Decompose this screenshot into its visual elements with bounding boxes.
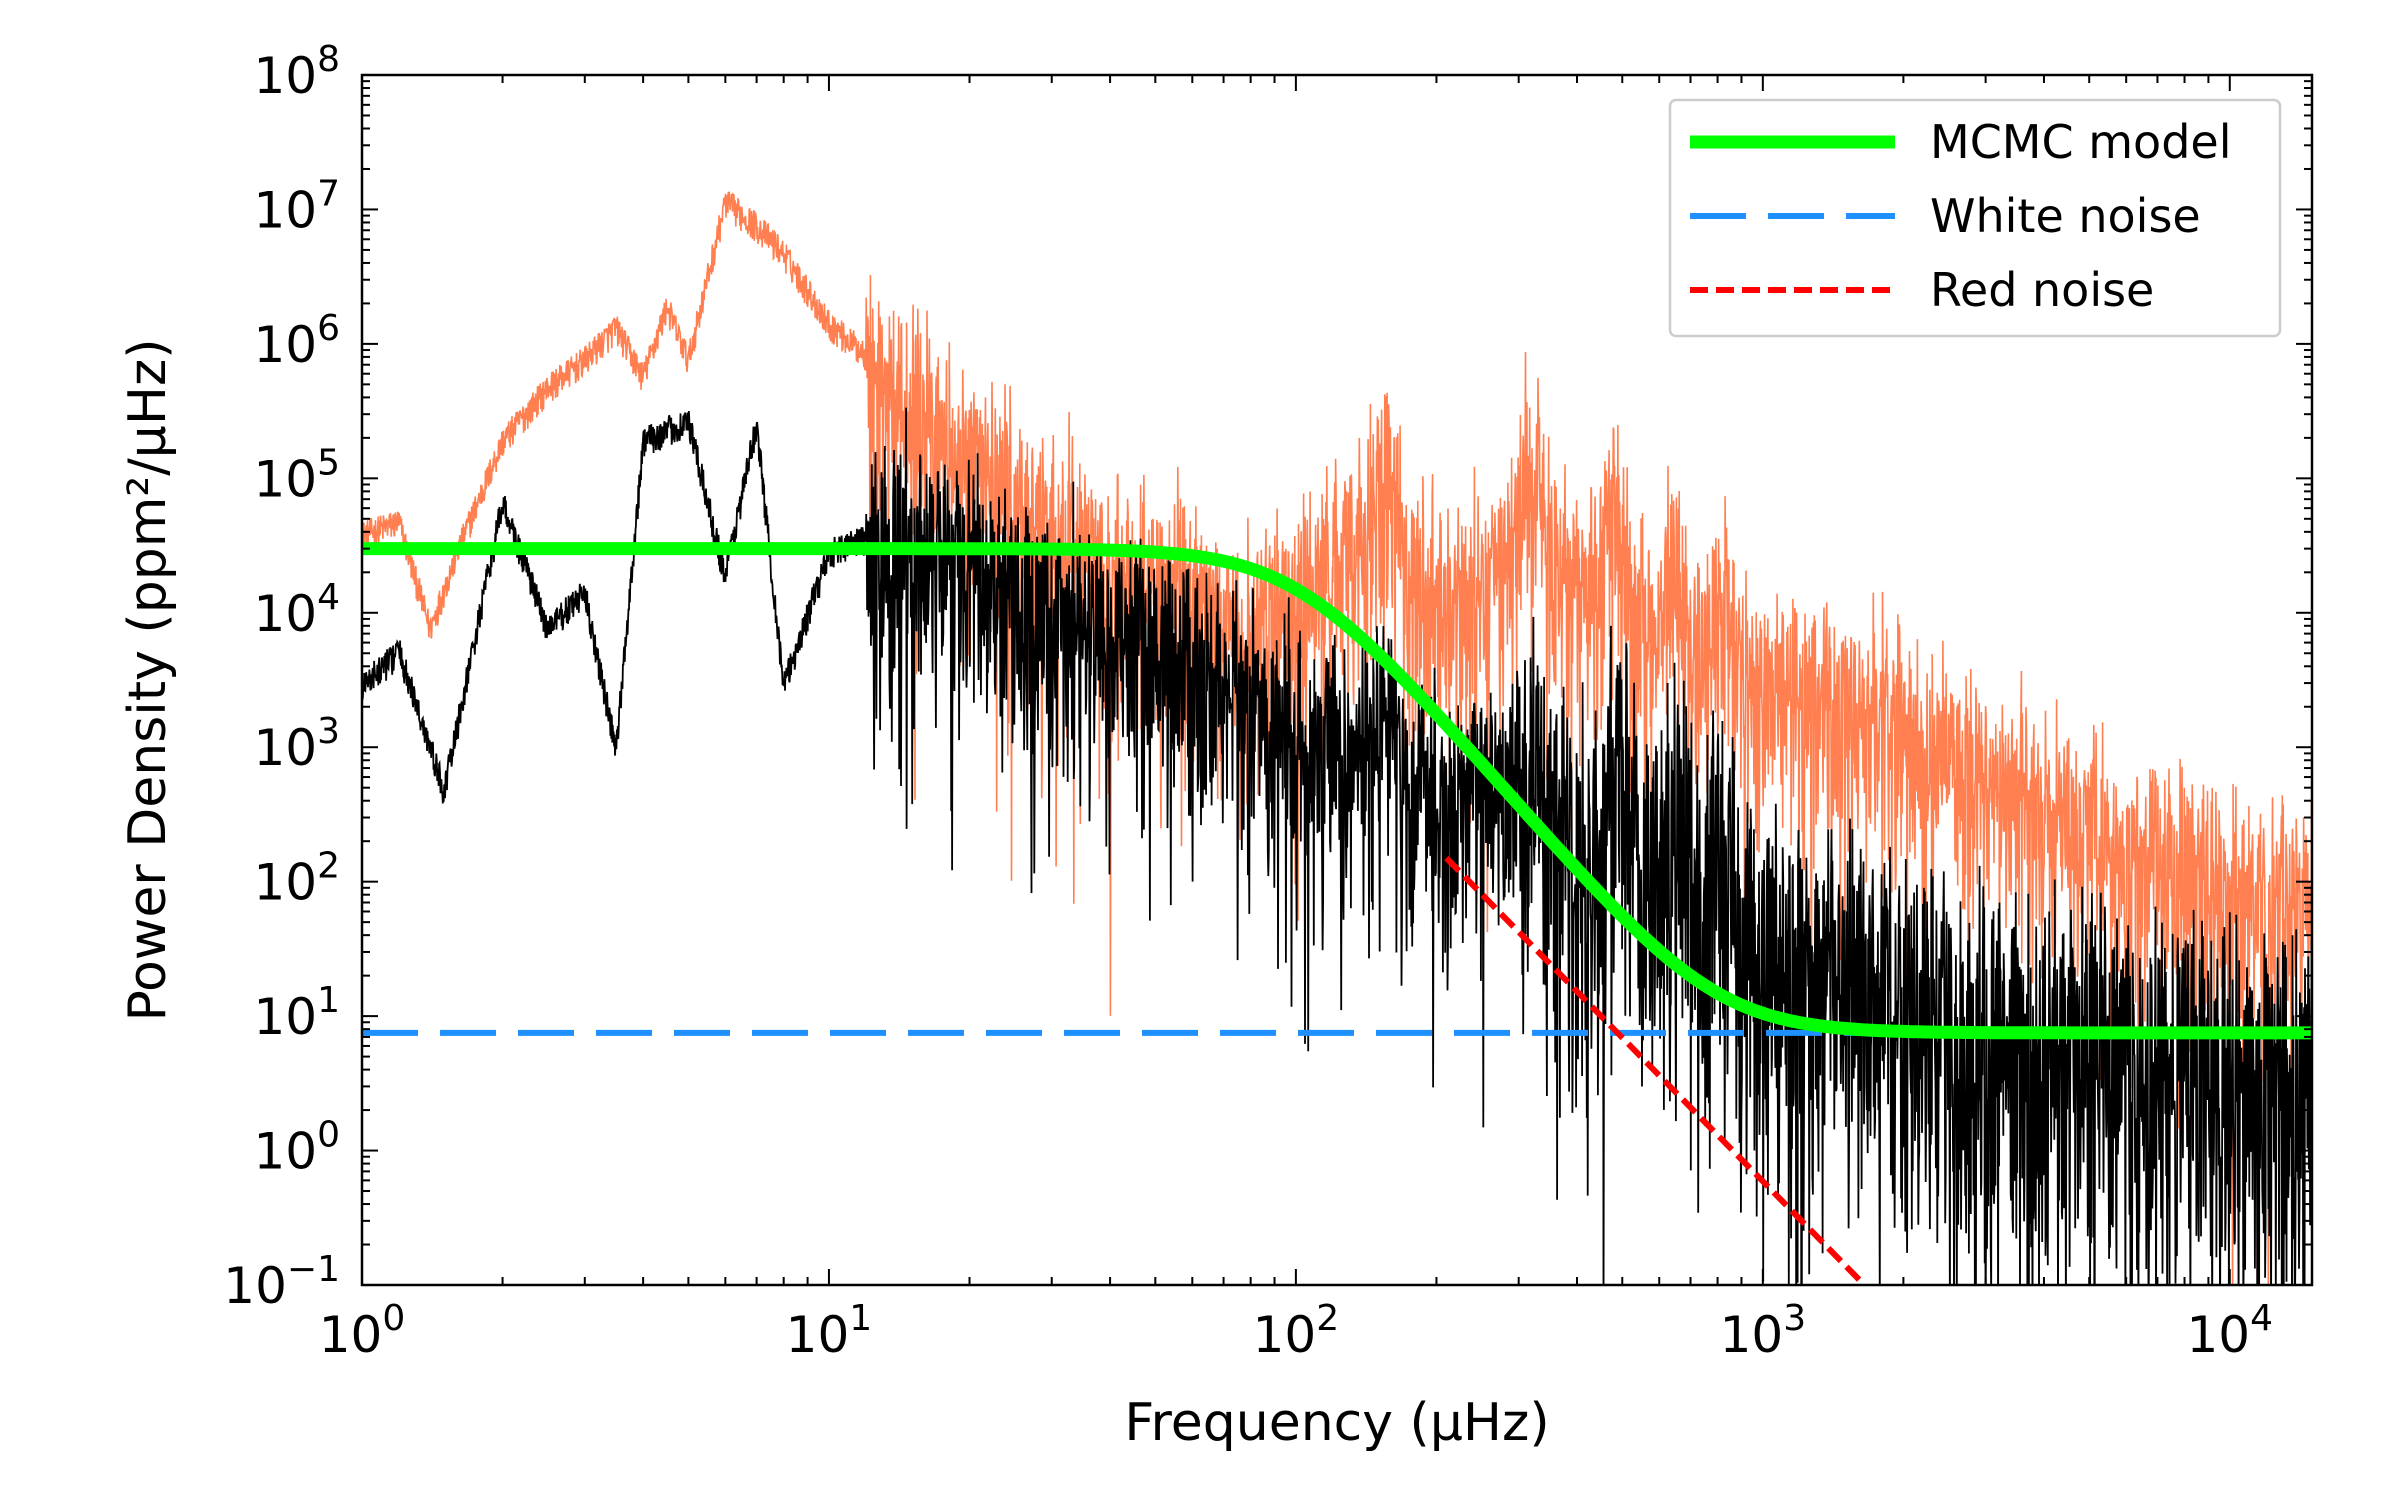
y-tick-label: 101 xyxy=(253,980,340,1046)
legend: MCMC model White noise Red noise xyxy=(1668,98,2282,338)
smoothed-spectrum-line xyxy=(362,407,2312,1285)
x-tick-label: 101 xyxy=(786,1298,873,1364)
y-tick-label: 105 xyxy=(253,442,340,508)
legend-label-white: White noise xyxy=(1930,189,2201,243)
plot-frame xyxy=(360,73,2314,1287)
x-tick-label: 100 xyxy=(319,1298,406,1364)
y-tick-label: 108 xyxy=(253,39,340,105)
y-tick-label: 107 xyxy=(253,173,340,239)
x-axis-title: Frequency (μHz) xyxy=(1124,1393,1549,1453)
red-noise-line xyxy=(1444,855,1867,1285)
y-tick-labels: 10−1 100 101 102 103 104 105 106 107 108 xyxy=(223,39,340,1315)
tick-layer xyxy=(361,74,2312,1286)
mcmc-model-line xyxy=(362,542,2312,1040)
y-tick-label: 10−1 xyxy=(223,1249,340,1315)
y-tick-label: 100 xyxy=(253,1115,340,1181)
x-tick-label: 102 xyxy=(1253,1298,1340,1364)
x-tick-label: 103 xyxy=(1720,1298,1807,1364)
x-tick-label: 104 xyxy=(2187,1298,2274,1364)
legend-box xyxy=(1668,98,2282,338)
legend-label-mcmc: MCMC model xyxy=(1930,115,2231,169)
y-tick-label: 104 xyxy=(253,577,340,643)
y-axis-title: Power Density (ppm²/μHz) xyxy=(118,338,178,1021)
spectrum-layer xyxy=(362,191,2312,1285)
y-tick-label: 106 xyxy=(253,308,340,374)
raw-spectrum-line xyxy=(362,191,2312,1285)
y-tick-label: 103 xyxy=(253,711,340,777)
legend-label-red: Red noise xyxy=(1930,263,2154,317)
y-tick-label: 102 xyxy=(253,846,340,912)
model-layer xyxy=(362,542,2312,1285)
x-tick-labels: 100 101 102 103 104 xyxy=(319,1298,2273,1364)
